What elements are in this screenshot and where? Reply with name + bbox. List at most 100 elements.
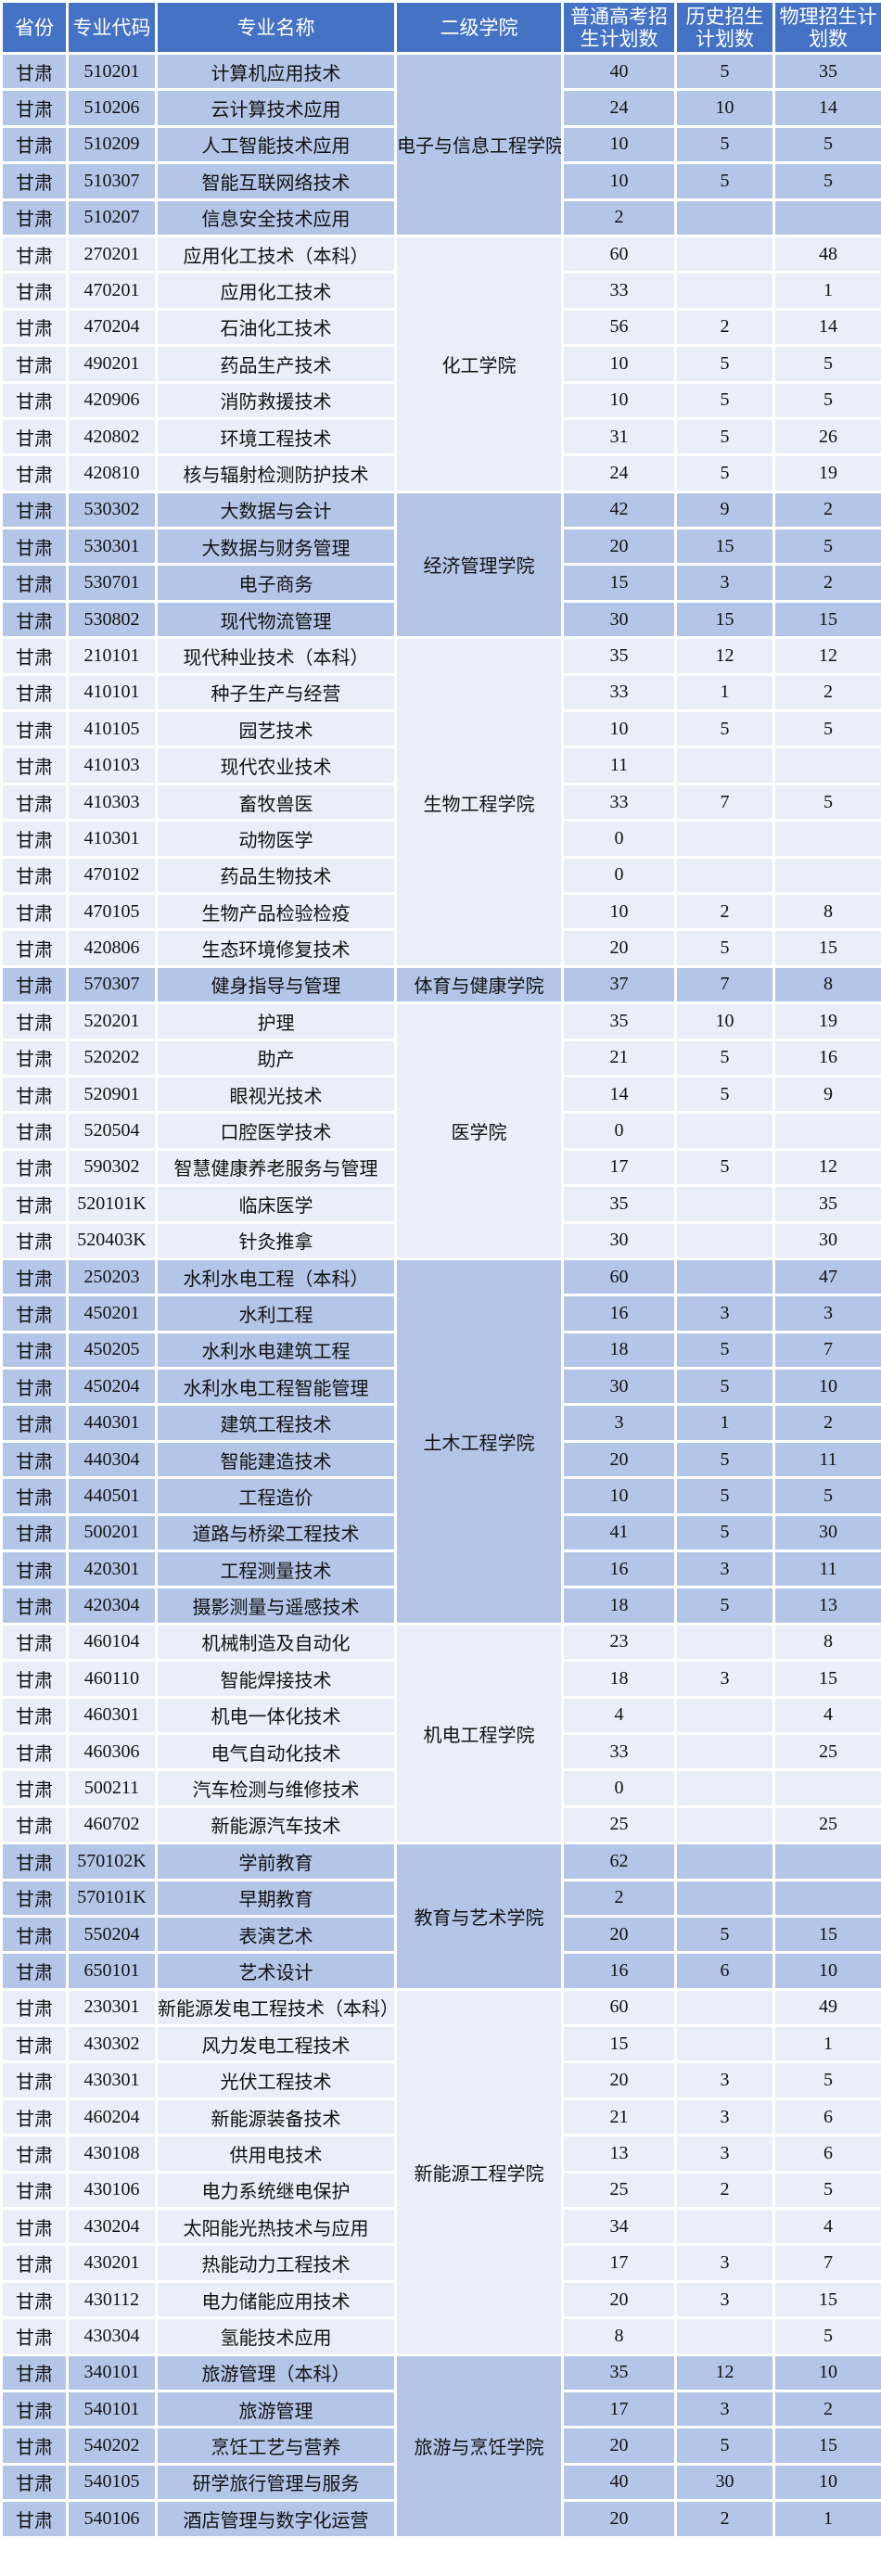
province-cell: 甘肃 bbox=[0, 2499, 69, 2539]
total-plan-cell: 8 bbox=[561, 2316, 677, 2356]
province-cell: 甘肃 bbox=[0, 1476, 69, 1516]
total-plan-cell: 35 bbox=[561, 1001, 677, 1041]
physics-plan-cell: 14 bbox=[772, 88, 881, 128]
history-plan-cell: 3 bbox=[674, 2060, 775, 2100]
table-row: 甘肃 520403K 针灸推拿 30 30 bbox=[0, 1220, 881, 1260]
total-plan-cell: 16 bbox=[561, 1294, 677, 1333]
major-code-cell: 430302 bbox=[66, 2024, 158, 2064]
province-cell: 甘肃 bbox=[0, 1586, 69, 1626]
province-cell: 甘肃 bbox=[0, 1074, 69, 1115]
header-college: 二级学院 bbox=[394, 0, 564, 55]
major-name-cell: 风力发电工程技术 bbox=[155, 2024, 397, 2064]
table-row: 甘肃 430304 氢能技术应用 8 5 bbox=[0, 2316, 881, 2356]
table-row: 甘肃 540105 研学旅行管理与服务 40 30 10 bbox=[0, 2462, 881, 2503]
college-cell: 新能源工程学院 bbox=[394, 1987, 564, 2356]
table-row: 甘肃 520202 助产 21 5 16 bbox=[0, 1038, 881, 1078]
total-plan-cell: 30 bbox=[561, 1220, 677, 1260]
table-row: 甘肃 540202 烹饪工艺与营养 20 5 15 bbox=[0, 2426, 881, 2466]
major-name-cell: 生态环境修复技术 bbox=[155, 928, 397, 968]
physics-plan-cell: 2 bbox=[772, 490, 881, 530]
major-name-cell: 机械制造及自动化 bbox=[155, 1622, 397, 1663]
province-cell: 甘肃 bbox=[0, 307, 69, 348]
province-cell: 甘肃 bbox=[0, 88, 69, 128]
province-cell: 甘肃 bbox=[0, 453, 69, 493]
total-plan-cell: 41 bbox=[561, 1512, 677, 1553]
history-plan-cell bbox=[674, 1184, 775, 1224]
physics-plan-cell: 35 bbox=[772, 51, 881, 92]
physics-plan-cell: 1 bbox=[772, 2024, 881, 2064]
province-cell: 甘肃 bbox=[0, 599, 69, 640]
total-plan-cell: 10 bbox=[561, 380, 677, 420]
header-history-plan: 历史招生计划数 bbox=[674, 0, 775, 55]
table-row: 甘肃 510209 人工智能技术应用 10 5 5 bbox=[0, 124, 881, 165]
major-name-cell: 酒店管理与数字化运营 bbox=[155, 2499, 397, 2539]
history-plan-cell: 5 bbox=[674, 1038, 775, 1078]
physics-plan-cell: 7 bbox=[772, 2243, 881, 2283]
province-cell: 甘肃 bbox=[0, 1951, 69, 1991]
table-row: 甘肃 440501 工程造价 10 5 5 bbox=[0, 1476, 881, 1516]
total-plan-cell: 2 bbox=[561, 1878, 677, 1918]
physics-plan-cell: 7 bbox=[772, 1330, 881, 1371]
table-row: 甘肃 490201 药品生产技术 10 5 5 bbox=[0, 344, 881, 384]
total-plan-cell: 15 bbox=[561, 563, 677, 603]
table-row: 甘肃 420304 摄影测量与遥感技术 18 5 13 bbox=[0, 1586, 881, 1626]
province-cell: 甘肃 bbox=[0, 891, 69, 932]
major-code-cell: 590302 bbox=[66, 1147, 158, 1188]
history-plan-cell bbox=[674, 2316, 775, 2356]
province-cell: 甘肃 bbox=[0, 2279, 69, 2320]
major-name-cell: 临床医学 bbox=[155, 1184, 397, 1224]
history-plan-cell: 15 bbox=[674, 527, 775, 567]
major-name-cell: 机电一体化技术 bbox=[155, 1695, 397, 1735]
major-name-cell: 电气自动化技术 bbox=[155, 1731, 397, 1772]
total-plan-cell: 10 bbox=[561, 124, 677, 165]
header-major-code: 专业代码 bbox=[66, 0, 158, 55]
total-plan-cell: 21 bbox=[561, 2097, 677, 2137]
major-code-cell: 450204 bbox=[66, 1367, 158, 1407]
major-code-cell: 430301 bbox=[66, 2060, 158, 2100]
major-name-cell: 旅游管理 bbox=[155, 2389, 397, 2429]
physics-plan-cell: 5 bbox=[772, 527, 881, 567]
province-cell: 甘肃 bbox=[0, 672, 69, 713]
physics-plan-cell: 3 bbox=[772, 1294, 881, 1333]
history-plan-cell: 5 bbox=[674, 709, 775, 749]
physics-plan-cell bbox=[772, 1768, 881, 1808]
major-name-cell: 大数据与财务管理 bbox=[155, 527, 397, 567]
total-plan-cell: 16 bbox=[561, 1549, 677, 1589]
total-plan-cell: 13 bbox=[561, 2134, 677, 2174]
major-name-cell: 新能源发电工程技术（本科） bbox=[155, 1987, 397, 2028]
college-cell: 教育与艺术学院 bbox=[394, 1842, 564, 1991]
total-plan-cell: 17 bbox=[561, 2243, 677, 2283]
physics-plan-cell: 5 bbox=[772, 709, 881, 749]
major-code-cell: 540101 bbox=[66, 2389, 158, 2429]
major-code-cell: 230301 bbox=[66, 1987, 158, 2028]
table-row: 甘肃 420802 环境工程技术 31 5 26 bbox=[0, 416, 881, 457]
major-code-cell: 520202 bbox=[66, 1038, 158, 1078]
major-name-cell: 工程造价 bbox=[155, 1476, 397, 1516]
province-cell: 甘肃 bbox=[0, 928, 69, 968]
college-cell: 生物工程学院 bbox=[394, 636, 564, 968]
college-cell: 化工学院 bbox=[394, 234, 564, 493]
total-plan-cell: 20 bbox=[561, 2499, 677, 2539]
province-cell: 甘肃 bbox=[0, 1804, 69, 1845]
table-row: 甘肃 520201 护理 医学院 35 10 19 bbox=[0, 1001, 881, 1260]
major-name-cell: 供用电技术 bbox=[155, 2134, 397, 2174]
province-cell: 甘肃 bbox=[0, 1184, 69, 1224]
total-plan-cell: 35 bbox=[561, 636, 677, 676]
history-plan-cell bbox=[674, 819, 775, 859]
total-plan-cell: 16 bbox=[561, 1951, 677, 1991]
total-plan-cell: 10 bbox=[561, 891, 677, 932]
history-plan-cell: 3 bbox=[674, 1659, 775, 1699]
table-row: 甘肃 520101K 临床医学 35 35 bbox=[0, 1184, 881, 1224]
history-plan-cell: 5 bbox=[674, 1330, 775, 1371]
major-code-cell: 510209 bbox=[66, 124, 158, 165]
major-code-cell: 460301 bbox=[66, 1695, 158, 1735]
major-name-cell: 助产 bbox=[155, 1038, 397, 1078]
history-plan-cell: 5 bbox=[674, 161, 775, 201]
total-plan-cell: 20 bbox=[561, 2279, 677, 2320]
major-name-cell: 护理 bbox=[155, 1001, 397, 1041]
table-row: 甘肃 540101 旅游管理 17 3 2 bbox=[0, 2389, 881, 2429]
physics-plan-cell: 5 bbox=[772, 344, 881, 384]
physics-plan-cell: 5 bbox=[772, 2060, 881, 2100]
province-cell: 甘肃 bbox=[0, 1330, 69, 1371]
table-row: 甘肃 470204 石油化工技术 56 2 14 bbox=[0, 307, 881, 348]
